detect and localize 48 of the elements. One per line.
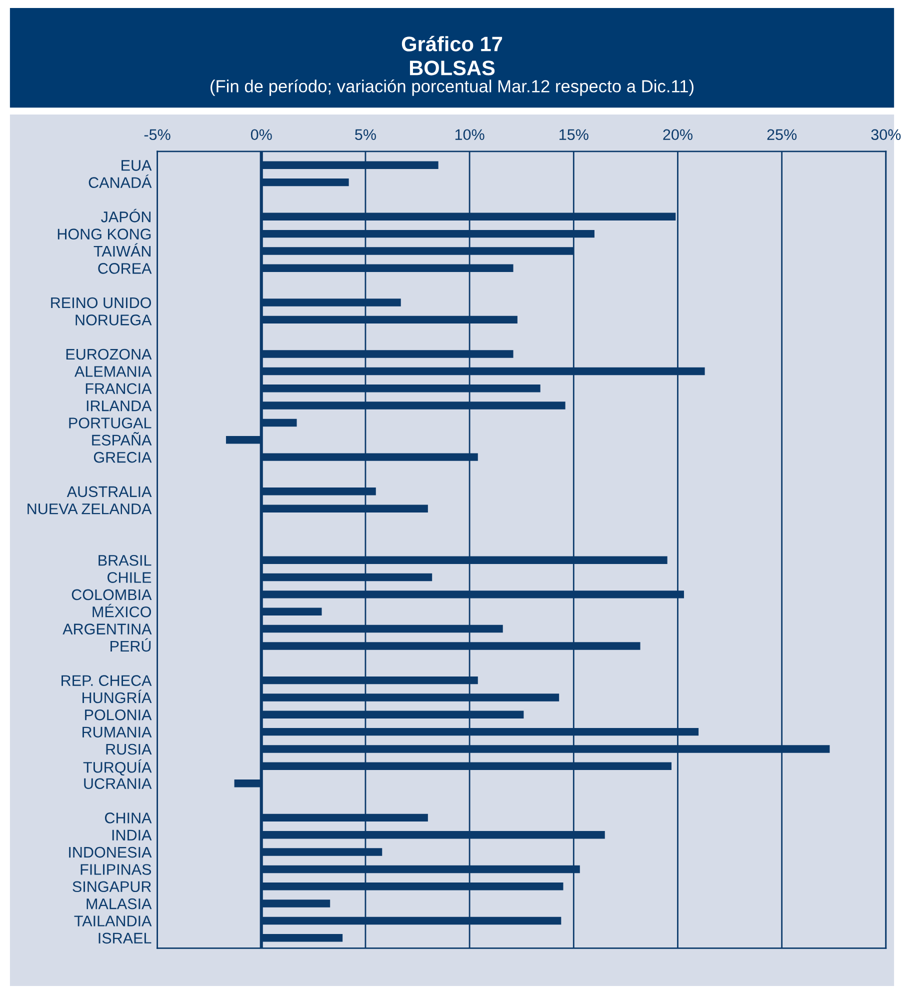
y-tick-label: GRECIA <box>94 452 152 463</box>
y-tick-label: ARGENTINA <box>62 624 152 634</box>
y-tick-label: PORTUGAL <box>69 418 152 428</box>
x-tick-label: 10% <box>455 129 484 140</box>
y-tick-label: PERÚ <box>110 638 151 652</box>
y-tick-label: COLOMBIA <box>72 589 152 600</box>
x-tick-label: -5% <box>144 129 170 140</box>
y-tick-label: UCRANIA <box>84 778 152 790</box>
y-tick-label: ISRAEL <box>98 932 152 944</box>
y-tick-label: INDONESIA <box>69 846 152 858</box>
y-tick-label: MALASIA <box>86 898 152 910</box>
chart-title: Gráfico 17 BOLSAS <box>402 36 502 76</box>
y-tick-label: ALEMANIA <box>74 366 152 377</box>
chart-subtitle: (Fin de período; variación porcentual Mar.12 respecto a Dic.11) <box>210 79 694 96</box>
y-tick-label: MÉXICO <box>92 604 152 618</box>
x-tick-label: 15% <box>560 129 588 140</box>
x-tick-label: 20% <box>663 129 692 140</box>
x-tick-label: 0% <box>250 129 272 140</box>
x-tick-label: 25% <box>767 129 797 140</box>
y-tick-label: FRANCIA <box>86 383 152 394</box>
y-tick-label: HUNGRÍA <box>82 690 152 704</box>
y-tick-label: EUA <box>122 160 152 171</box>
y-tick-label: TAIWÁN <box>94 243 150 257</box>
y-tick-label: HONG KONG <box>58 228 151 240</box>
x-tick-label: 5% <box>355 129 376 140</box>
y-tick-label: BRASIL <box>98 554 152 566</box>
y-tick-label: FILIPINAS <box>80 864 152 875</box>
y-tick-label: SINGAPUR <box>72 881 152 892</box>
y-tick-label: TURQUÍA <box>83 759 152 776</box>
y-tick-label: IRLANDA <box>86 400 152 412</box>
y-tick-label: NORUEGA <box>76 314 152 326</box>
y-tick-label: COREA <box>98 263 152 274</box>
y-tick-label: AUSTRALIA <box>66 486 152 498</box>
y-tick-label: CANADÁ <box>88 174 152 188</box>
y-tick-label: CHINA <box>104 812 152 824</box>
y-tick-label: INDIA <box>112 830 152 840</box>
y-tick-label: EUROZONA <box>66 348 152 360</box>
y-tick-label: NUEVA ZELANDA <box>28 504 152 514</box>
y-tick-label: RUSIA <box>106 744 152 755</box>
y-tick-label: TAILANDIA <box>74 916 152 926</box>
y-tick-label: REINO UNIDO <box>51 297 152 308</box>
y-tick-label: POLONIA <box>85 710 152 720</box>
y-tick-label: ESPAÑA <box>92 432 152 446</box>
y-tick-label: RUMANIA <box>82 726 152 738</box>
y-tick-label: REP. CHECA <box>62 675 152 686</box>
y-tick-label: JAPÓN <box>101 208 150 222</box>
y-tick-label: CHILE <box>108 572 152 583</box>
x-tick-label: 30% <box>871 129 901 140</box>
